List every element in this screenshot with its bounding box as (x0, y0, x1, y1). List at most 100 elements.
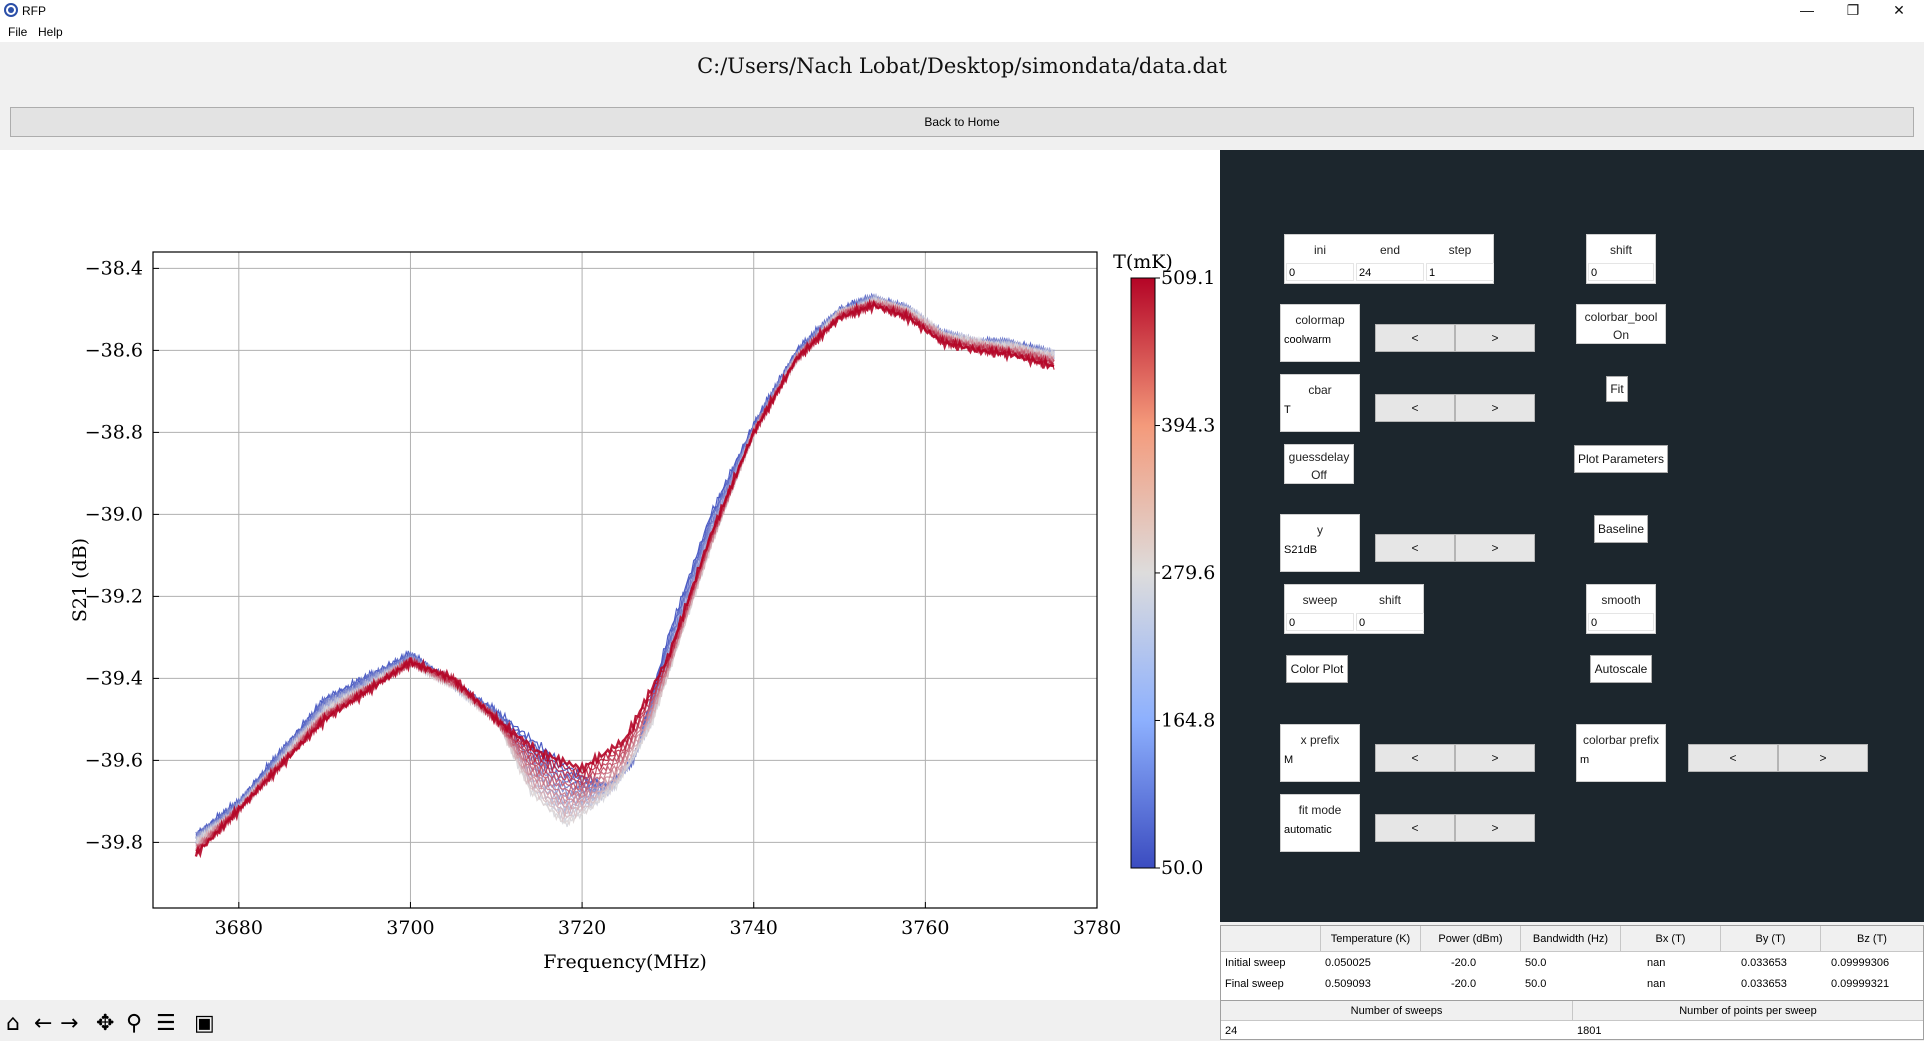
table-header-bz: Bz (T) (1821, 926, 1923, 952)
x-tick-label: 3780 (1073, 917, 1121, 939)
colorbar-tick-label: 279.6 (1161, 562, 1215, 584)
colormap-prev-button[interactable]: < (1375, 324, 1455, 352)
points-per-sweep-value[interactable]: 1801 (1577, 1025, 1602, 1037)
back-arrow-icon[interactable]: ← (34, 1011, 53, 1036)
colormap-next-button[interactable]: > (1455, 324, 1535, 352)
table-cell[interactable]: 0.09999321 (1831, 978, 1890, 990)
x-prefix-label: x prefix (1300, 733, 1340, 747)
autoscale-button[interactable]: Autoscale (1590, 655, 1652, 683)
colorbar-prefix-input[interactable]: m (1578, 751, 1664, 769)
table-header-corner (1221, 926, 1321, 952)
colormap-input[interactable]: coolwarm (1282, 331, 1358, 349)
home-icon[interactable]: ⌂ (6, 1011, 20, 1036)
cbar-prev-button[interactable]: < (1375, 394, 1455, 422)
table-cell[interactable]: 0.050025 (1325, 957, 1371, 969)
forward-arrow-icon[interactable]: → (60, 1011, 79, 1036)
sweep-widget: sweep shift 0 0 (1284, 584, 1424, 634)
table-cell[interactable]: -20.0 (1451, 957, 1477, 969)
x-prefix-next-button[interactable]: > (1455, 744, 1535, 772)
plot-toolbar: ⌂ ← → ✥ ⚲ ☰ ▣ (0, 1005, 1220, 1040)
ini-input[interactable]: 0 (1286, 263, 1354, 281)
restore-button[interactable]: ❐ (1846, 2, 1860, 18)
zoom-icon[interactable]: ⚲ (126, 1011, 143, 1036)
sweep-shift-input[interactable]: 0 (1356, 613, 1424, 631)
table-cell[interactable]: -20.0 (1451, 978, 1477, 990)
colormap-widget: colormap coolwarm (1280, 304, 1360, 362)
colorbar-label: T(mK) (1113, 251, 1173, 273)
x-tick-label: 3700 (386, 917, 434, 939)
save-icon[interactable]: ▣ (194, 1011, 215, 1036)
plot-canvas[interactable]: 3680 3700 3720 3740 3760 3780 −38.4 −38.6 −38.8 −… (0, 150, 1220, 1000)
menu-bar: File Help (0, 22, 1924, 42)
x-prefix-prev-button[interactable]: < (1375, 744, 1455, 772)
end-label: end (1379, 243, 1401, 257)
x-prefix-input[interactable]: M (1282, 751, 1358, 769)
colorbar-bool-value[interactable]: On (1612, 328, 1629, 342)
menu-help[interactable]: Help (38, 25, 63, 39)
step-input[interactable]: 1 (1426, 263, 1494, 281)
y-input[interactable]: S21dB (1282, 541, 1358, 559)
guessdelay-widget: guessdelay Off (1284, 444, 1354, 484)
colorbar-prefix-next-button[interactable]: > (1778, 744, 1868, 772)
table-row-label: Final sweep (1225, 978, 1284, 990)
pan-icon[interactable]: ✥ (96, 1011, 115, 1036)
fit-mode-input[interactable]: automatic (1282, 821, 1358, 839)
menu-file[interactable]: File (8, 25, 28, 39)
minimize-button[interactable]: — (1800, 2, 1814, 18)
y-label: y (1317, 523, 1323, 537)
table-header-power: Power (dBm) (1421, 926, 1521, 952)
table-cell[interactable]: nan (1647, 978, 1666, 990)
table-header-bx: Bx (T) (1621, 926, 1721, 952)
back-to-home-button[interactable]: Back to Home (10, 107, 1914, 137)
smooth-input[interactable]: 0 (1588, 613, 1654, 631)
fit-mode-prev-button[interactable]: < (1375, 814, 1455, 842)
table-cell[interactable]: nan (1647, 957, 1666, 969)
colorbar-prefix-prev-button[interactable]: < (1688, 744, 1778, 772)
window-title: RFP (22, 4, 46, 18)
table-cell[interactable]: 0.033653 (1741, 978, 1787, 990)
cbar-next-button[interactable]: > (1455, 394, 1535, 422)
control-panel: ini end step 0 24 1 shift 0 colormap coo… (1220, 150, 1924, 922)
table-cell[interactable]: 50.0 (1525, 957, 1547, 969)
y-axis-label: S21 (dB) (69, 538, 91, 622)
color-plot-button[interactable]: Color Plot (1286, 655, 1348, 683)
y-next-button[interactable]: > (1455, 534, 1535, 562)
sweep-input[interactable]: 0 (1286, 613, 1354, 631)
colorbar-bool-widget: colorbar_bool On (1576, 304, 1666, 344)
guessdelay-value[interactable]: Off (1311, 468, 1327, 482)
fit-mode-label: fit mode (1298, 803, 1342, 817)
close-button[interactable]: ✕ (1893, 2, 1905, 18)
table-header-points-per-sweep: Number of points per sweep (1573, 1001, 1923, 1021)
guessdelay-label: guessdelay (1288, 450, 1350, 464)
end-input[interactable]: 24 (1356, 263, 1424, 281)
sweep-line-24 (194, 298, 1055, 859)
cbar-input[interactable]: T (1282, 401, 1358, 419)
shift-label: shift (1609, 243, 1632, 257)
y-prev-button[interactable]: < (1375, 534, 1455, 562)
s21-chart[interactable]: 3680 3700 3720 3740 3760 3780 −38.4 −38.6 −38.8 −… (0, 150, 1220, 1000)
table-cell[interactable]: 50.0 (1525, 978, 1547, 990)
number-of-sweeps-value[interactable]: 24 (1225, 1025, 1238, 1037)
colorbar-bool-label: colorbar_bool (1584, 310, 1658, 324)
sweep-shift-label: shift (1378, 593, 1401, 607)
x-axis-label: Frequency(MHz) (543, 951, 707, 973)
y-tick-label: −38.8 (85, 421, 143, 443)
x-tick-label: 3740 (730, 917, 778, 939)
y-tick-label: −38.4 (85, 257, 143, 279)
fit-button[interactable]: Fit (1606, 376, 1628, 402)
table-cell[interactable]: 0.033653 (1741, 957, 1787, 969)
x-tick-label: 3720 (558, 917, 606, 939)
y-widget: y S21dB (1280, 514, 1360, 572)
table-cell[interactable]: 0.09999306 (1831, 957, 1890, 969)
plot-parameters-button[interactable]: Plot Parameters (1574, 445, 1668, 473)
baseline-button[interactable]: Baseline (1594, 515, 1648, 543)
y-tick-label: −39.0 (85, 503, 143, 525)
shift-input[interactable]: 0 (1588, 263, 1654, 281)
fit-mode-next-button[interactable]: > (1455, 814, 1535, 842)
title-bar: RFP — ❐ ✕ (0, 0, 1924, 22)
configure-subplots-icon[interactable]: ☰ (156, 1011, 176, 1036)
file-path-title: C:/Users/Nach Lobat/Desktop/simondata/da… (697, 54, 1227, 78)
table-cell[interactable]: 0.509093 (1325, 978, 1371, 990)
colorbar-prefix-label: colorbar prefix (1582, 733, 1660, 747)
fit-mode-widget: fit mode automatic (1280, 794, 1360, 852)
